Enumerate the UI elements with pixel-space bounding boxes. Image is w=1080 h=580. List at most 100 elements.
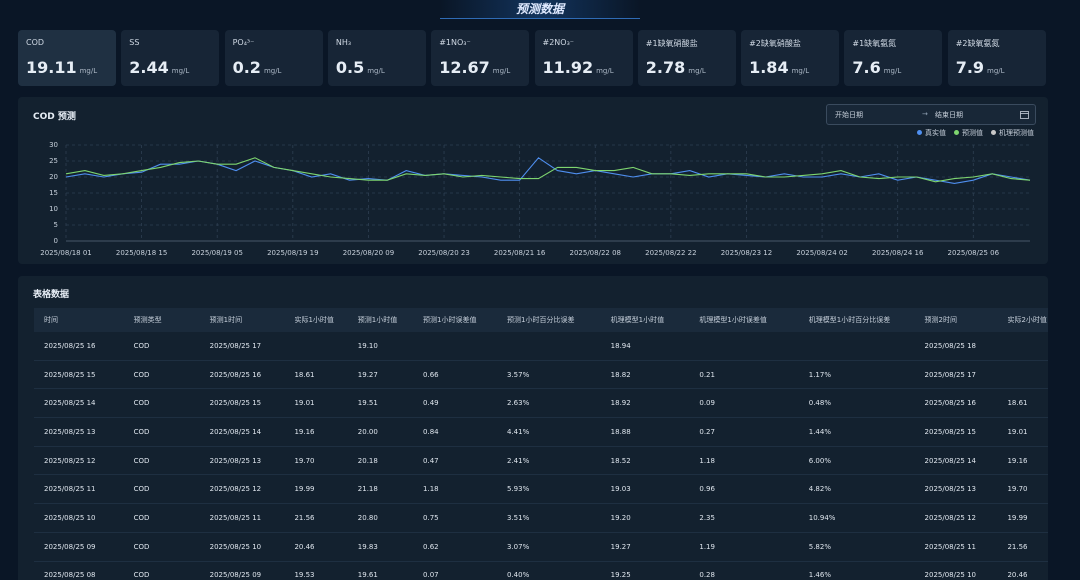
metric-unit: mg/L: [688, 67, 706, 75]
date-range[interactable]: 开始日期 → 结束日期: [826, 104, 1036, 125]
metric-value: 2.78 mg/L: [646, 58, 728, 77]
table-cell: 19.25: [600, 561, 690, 580]
metric-unit: mg/L: [883, 67, 902, 75]
table-cell: 2025/08/25 14: [34, 388, 124, 419]
table-cell: 2025/08/25 10: [199, 532, 285, 562]
x-tick-label: 2025/08/20 09: [343, 249, 394, 257]
table-cell: 2025/08/25 12: [199, 474, 285, 505]
table-cell: 2025/08/25 10: [914, 561, 998, 580]
metric-card: COD 19.11 mg/L: [18, 30, 116, 86]
metric-unit: mg/L: [987, 67, 1005, 75]
table-cell: 20.46: [997, 561, 1048, 580]
table-cell: 0.21: [689, 360, 799, 390]
metric-card: PO₄³⁻ 0.2 mg/L: [224, 30, 323, 86]
legend-dot: [917, 130, 922, 135]
table-row: 2025/08/25 09 COD 2025/08/25 10 20.46 19.83 0…: [34, 532, 1048, 562]
table-cell: 19.51: [347, 388, 414, 419]
end-date[interactable]: 结束日期: [935, 111, 963, 119]
table-cell: 18.88: [600, 417, 690, 447]
table-cell: 0.09: [689, 388, 799, 419]
table-cell: 0.49: [413, 388, 497, 419]
series-line: [65, 157, 1031, 183]
table-cell: 18.52: [600, 446, 690, 476]
table-cell: 0.07: [413, 561, 497, 580]
table-header: 时间 预测类型 预测1时间 实际1小时值 预测1小时值 预测1小时误差值 预测1小时百分比误…: [34, 308, 1048, 332]
table-cell: 0.66: [413, 360, 497, 390]
metric-number: 2.78: [645, 58, 686, 77]
table-cell: COD: [123, 561, 200, 580]
table-cell: 2025/08/25 14: [199, 417, 285, 447]
table-cell: 2025/08/25 08: [34, 561, 124, 580]
table-cell: 18.61: [284, 360, 348, 390]
table-cell: COD: [123, 360, 200, 390]
table-cell: [413, 332, 497, 361]
table-cell: 19.03: [600, 474, 690, 505]
x-tick-label: 2025/08/24 02: [796, 249, 847, 257]
metric-number: 0.5: [335, 58, 365, 77]
metric-value: 2.44 mg/L: [129, 58, 211, 77]
table-cell: 0.48%: [798, 388, 915, 419]
table-cell: 19.70: [284, 446, 348, 476]
metric-unit: mg/L: [596, 67, 614, 75]
table-cell: 0.62: [413, 532, 497, 562]
column-header: 预测2时间: [914, 308, 998, 332]
metric-card: #1缺氧硝酸盐 2.78 mg/L: [637, 30, 736, 86]
table-cell: 19.99: [997, 503, 1048, 533]
column-header: 预测1小时值: [347, 308, 414, 332]
metric-card: #2缺氧氨氮 7.9 mg/L: [947, 30, 1046, 86]
table-cell: 18.94: [600, 332, 690, 361]
calendar-icon[interactable]: [1020, 110, 1029, 119]
table-row: 2025/08/25 12 COD 2025/08/25 13 19.70 20.18 0…: [34, 446, 1048, 476]
metric-card: #2NO₃⁻ 11.92 mg/L: [534, 30, 633, 86]
table-cell: 2025/08/25 17: [914, 360, 998, 390]
table-cell: 21.56: [997, 532, 1048, 562]
table-cell: 2025/08/25 13: [34, 417, 124, 447]
metric-unit: mg/L: [367, 67, 385, 75]
table-cell: 2.41%: [496, 446, 601, 476]
table-cell: [689, 332, 799, 361]
y-tick-label: 10: [49, 205, 58, 213]
metric-unit: mg/L: [263, 67, 282, 75]
column-header: 机理模型1小时误差值: [689, 308, 799, 332]
x-tick-label: 2025/08/19 19: [267, 249, 318, 257]
table-cell: 1.17%: [798, 360, 915, 390]
column-header: 预测1小时百分比误差: [496, 308, 601, 332]
table-cell: 2025/08/25 16: [199, 360, 285, 390]
y-tick-label: 25: [49, 157, 58, 165]
table-cell: 19.83: [347, 532, 414, 562]
table-cell: 1.18: [413, 474, 497, 505]
table-cell: 2025/08/25 18: [914, 332, 998, 361]
table-row: 2025/08/25 10 COD 2025/08/25 11 21.56 20.80 0…: [34, 503, 1048, 533]
metric-label: NH₃: [335, 38, 352, 47]
chart-panel: COD 预测 开始日期 → 结束日期 真实值 预测值 机理预测值: [18, 97, 1048, 264]
table-cell: COD: [123, 474, 200, 505]
metric-unit: mg/L: [79, 67, 98, 75]
legend: 真实值 预测值 机理预测值: [917, 128, 1034, 138]
table-cell: 19.20: [600, 503, 690, 533]
page-title: 预测数据: [440, 0, 640, 19]
table-cell: 2025/08/25 15: [914, 417, 998, 447]
table-cell: 2025/08/25 17: [199, 332, 285, 361]
chart: 0 5 10 15 20 25 30 2025/08/18 01 2025/08/18 15 20…: [40, 141, 1031, 257]
table-row: 2025/08/25 11 COD 2025/08/25 12 19.99 21.18 1…: [34, 474, 1048, 505]
metric-label: SS: [129, 38, 140, 47]
table-cell: 2025/08/25 15: [34, 360, 124, 390]
table-cell: 1.18: [689, 446, 799, 476]
metric-unit: mg/L: [171, 67, 190, 75]
metric-number: 7.6: [852, 58, 881, 77]
table-cell: 19.01: [284, 388, 348, 419]
legend-item: 真实值: [917, 128, 946, 138]
table-cell: 1.46%: [798, 561, 915, 580]
start-date[interactable]: 开始日期: [835, 111, 863, 119]
table-row: 2025/08/25 13 COD 2025/08/25 14 19.16 20.00 0…: [34, 417, 1048, 447]
table-cell: 20.80: [347, 503, 414, 533]
table-cell: 19.01: [997, 417, 1048, 447]
column-header: 机理模型1小时值: [600, 308, 690, 332]
table-row: 2025/08/25 16 COD 2025/08/25 17 19.10 18.94 2…: [34, 332, 1048, 361]
table-cell: 2025/08/25 12: [34, 446, 124, 476]
table-cell: 6.00%: [798, 446, 915, 476]
table-cell: 19.99: [284, 474, 348, 505]
table-row: 2025/08/25 15 COD 2025/08/25 16 18.61 19.27 0…: [34, 360, 1048, 390]
table-cell: 4.41%: [496, 417, 601, 447]
